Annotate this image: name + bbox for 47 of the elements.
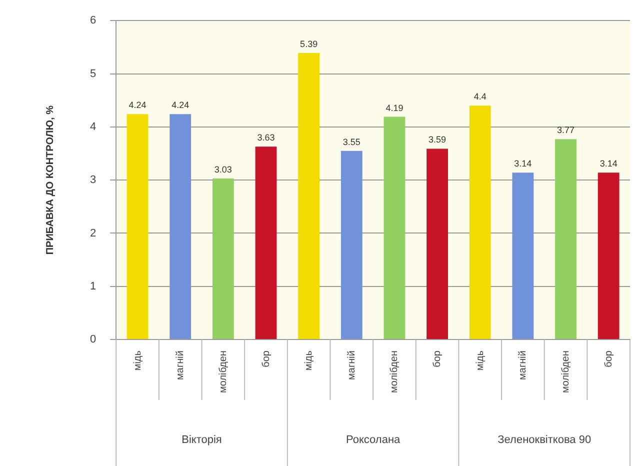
text: Вікторія [182, 434, 222, 446]
x-tick-label: молібден [218, 350, 229, 394]
data-label: 4.24 [128, 100, 146, 110]
x-tick-label: мідь [474, 350, 486, 371]
bar [340, 150, 362, 340]
text: Роксолана [346, 434, 402, 446]
y-tick-label: 0 [90, 334, 96, 346]
bar [298, 53, 320, 340]
data-label: 3.55 [342, 136, 360, 147]
data-label: 5.39 [300, 39, 318, 50]
y-tick-label: 2 [90, 227, 96, 240]
data-label: 3.63 [257, 132, 275, 143]
y-tick-label: 4 [90, 120, 96, 133]
y-tick-label: 5 [90, 68, 96, 80]
data-label: 4.19 [386, 102, 404, 113]
y-tick-label: 3 [90, 174, 96, 186]
data-label: 4.24 [172, 100, 190, 110]
bar [384, 116, 406, 340]
bar [512, 172, 534, 340]
data-label: 3.77 [557, 125, 575, 136]
x-tick-label: магній [518, 350, 529, 380]
x-tick-label: бор [603, 350, 614, 368]
x-tick-label: молібден [560, 350, 572, 394]
y-axis-title: ПРИБАВКА ДО КОНТРОЛЮ, % [44, 105, 56, 255]
x-tick-label: мідь [304, 350, 315, 371]
bar [598, 172, 620, 340]
bar [555, 139, 576, 340]
data-label: 4.4 [474, 92, 486, 102]
data-label: 3.14 [600, 158, 618, 169]
x-tick-label: мідь [132, 350, 144, 371]
bar [255, 146, 277, 340]
x-tick-label: бор [432, 350, 444, 368]
data-label: 3.59 [428, 134, 446, 145]
x-tick-label: магній [175, 350, 186, 380]
data-label: 3.03 [214, 164, 232, 174]
bar [426, 148, 448, 340]
y-tick-label: 6 [90, 14, 96, 27]
y-tick-label: 1 [90, 280, 96, 292]
x-tick-label: магній [346, 350, 358, 380]
bar [126, 114, 148, 340]
bar [469, 106, 491, 340]
text: Зеленоквіткова 90 [498, 434, 592, 446]
x-tick-label: бор [260, 350, 272, 368]
bar [212, 178, 234, 340]
data-label: 3.14 [514, 158, 532, 169]
bar [170, 114, 192, 340]
x-tick-label: молібден [389, 350, 400, 394]
